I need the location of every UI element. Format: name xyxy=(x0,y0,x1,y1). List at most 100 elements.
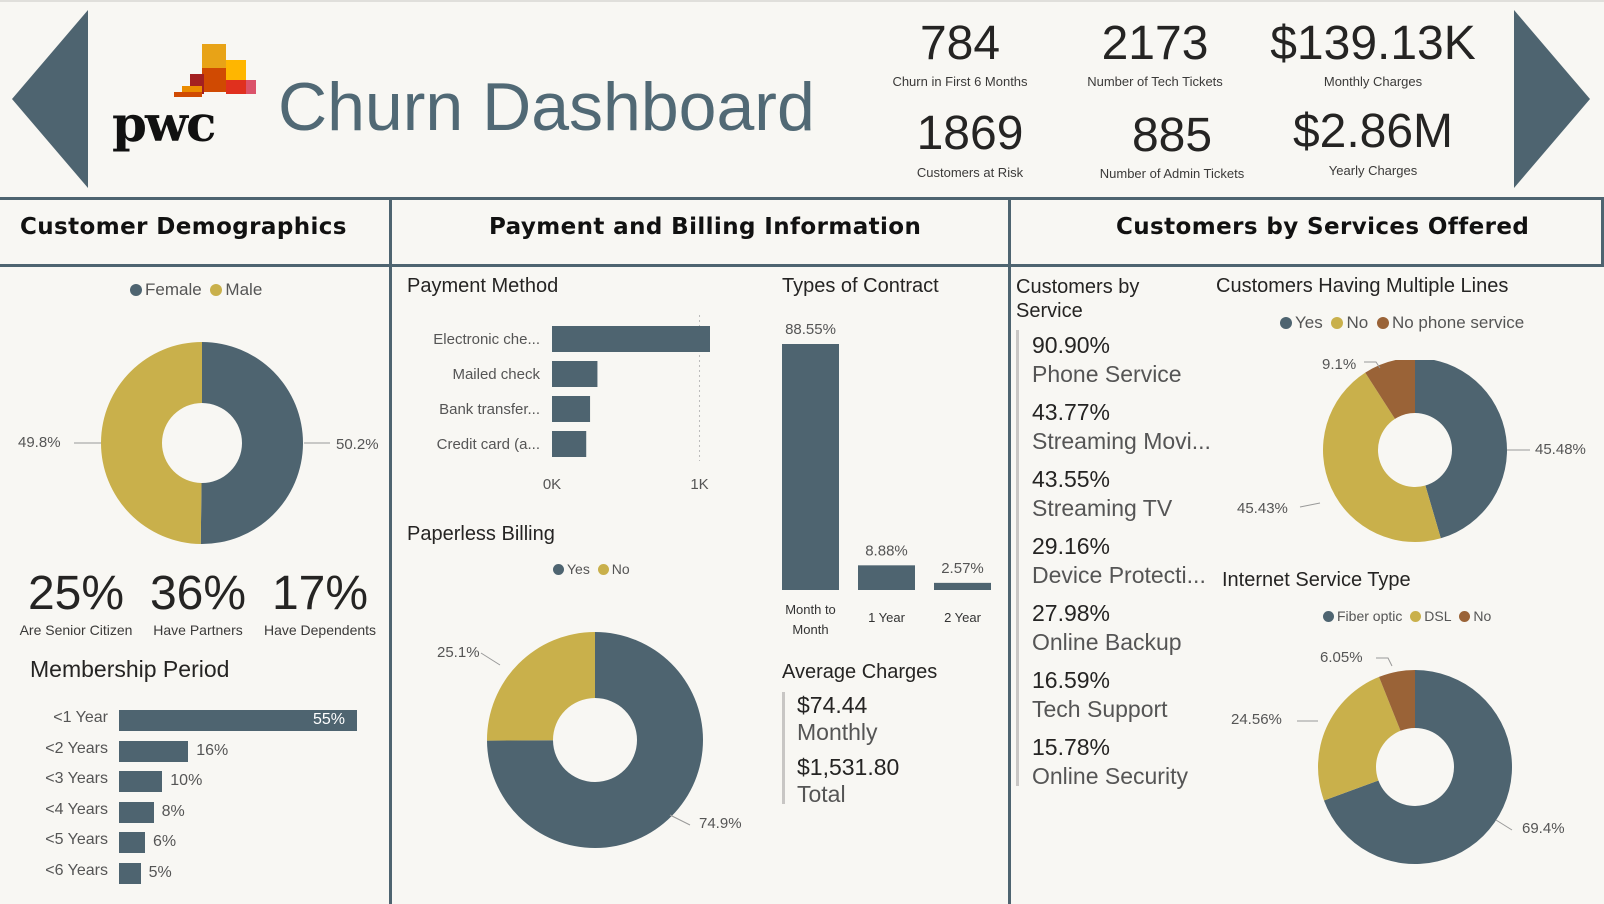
avg-total-value: $1,531.80 xyxy=(797,754,900,780)
membership-category-label: <6 Years xyxy=(45,861,108,879)
average-charges-card-accent xyxy=(782,692,785,804)
payment-bar[interactable] xyxy=(552,396,591,422)
internet-dsl-pct-label: 24.56% xyxy=(1231,711,1282,728)
section-title-demographics: Customer Demographics xyxy=(20,214,347,240)
kpi-label: Customers at Risk xyxy=(916,165,1024,180)
multiple-lines-donut-chart[interactable] xyxy=(1240,360,1540,560)
payment-method-title: Payment Method xyxy=(407,275,559,297)
contract-category-label: Month xyxy=(792,622,828,637)
membership-bar-value-label: 16% xyxy=(196,741,229,759)
donut-slice-no[interactable] xyxy=(1323,372,1441,542)
payment-bar[interactable] xyxy=(552,431,587,457)
average-charges-title: Average Charges xyxy=(782,661,938,683)
membership-bar[interactable] xyxy=(119,862,141,884)
senior-citizen-pct: 25% xyxy=(27,567,125,620)
membership-bar[interactable] xyxy=(119,832,145,853)
legend-item[interactable]: Fiber optic xyxy=(1323,608,1402,624)
legend-item[interactable]: No xyxy=(1331,313,1368,332)
payment-category-label: Electronic che... xyxy=(433,331,540,348)
contract-value-label: 2.57% xyxy=(941,560,984,577)
membership-bar-value-label: 55% xyxy=(313,711,346,728)
contract-types-chart[interactable]: 88.55% Month to Month 8.88% 1 Year 2.57% 2 Yea… xyxy=(770,310,1005,640)
contract-bar[interactable] xyxy=(934,582,991,590)
internet-fiber-pct-label: 69.4% xyxy=(1522,820,1565,837)
kpi-label: Number of Tech Tickets xyxy=(1087,74,1223,89)
payment-method-chart[interactable]: Electronic che... Mailed check Bank transf… xyxy=(400,315,720,495)
section-title-services: Customers by Services Offered xyxy=(1116,214,1530,240)
donut-slice-male[interactable] xyxy=(100,342,202,544)
membership-category-label: <2 Years xyxy=(45,739,108,757)
service-label: Phone Service xyxy=(1032,361,1182,387)
contract-category-label: Month to xyxy=(785,602,836,617)
page-title: Churn Dashboard xyxy=(278,69,815,145)
payment-bar[interactable] xyxy=(552,361,598,387)
paperless-billing-title: Paperless Billing xyxy=(407,523,555,545)
contract-bar[interactable] xyxy=(858,565,915,590)
services-card-accent xyxy=(1016,330,1019,786)
donut-slice-dsl[interactable] xyxy=(1318,676,1401,801)
internet-service-title: Internet Service Type xyxy=(1222,569,1411,591)
leader-line xyxy=(1495,819,1513,831)
legend-item[interactable]: Female xyxy=(130,280,202,299)
donut-slice-no[interactable] xyxy=(487,632,595,741)
service-label: Tech Support xyxy=(1032,696,1168,722)
legend-item[interactable]: DSL xyxy=(1410,608,1451,624)
header-divider xyxy=(0,197,1604,200)
internet-no-pct-label: 6.05% xyxy=(1320,649,1363,666)
legend-item[interactable]: Yes xyxy=(1280,313,1323,332)
membership-bar[interactable] xyxy=(119,740,189,762)
membership-period-chart: <1 Year 55% <2 Years 16% <3 Years 10% <4 Years… xyxy=(0,700,389,900)
donut-slice-yes[interactable] xyxy=(487,632,703,848)
membership-category-label: <4 Years xyxy=(45,800,108,818)
donut-slice-no-phone-service[interactable] xyxy=(1365,360,1415,419)
service-pct: 27.98% xyxy=(1032,600,1111,626)
paperless-legend: Yes No xyxy=(553,561,634,577)
partners-label: Have Partners xyxy=(153,622,243,638)
internet-service-donut-chart[interactable] xyxy=(1240,650,1540,870)
kpi-label: Number of Admin Tickets xyxy=(1099,166,1245,181)
donut-slice-no[interactable] xyxy=(1379,670,1415,731)
gender-legend: Female Male xyxy=(130,280,266,300)
service-label: Streaming TV xyxy=(1032,495,1173,521)
gender-male-pct-label: 49.8% xyxy=(18,434,61,451)
donut-slice-female[interactable] xyxy=(200,342,303,544)
leader-line xyxy=(1299,502,1321,508)
service-label: Online Backup xyxy=(1032,629,1182,655)
legend-item[interactable]: No xyxy=(1459,608,1491,624)
senior-citizen-label: Are Senior Citizen xyxy=(19,622,133,638)
legend-item[interactable]: Yes xyxy=(553,561,590,577)
service-pct: 90.90% xyxy=(1032,332,1111,358)
contract-category-label: 2 Year xyxy=(944,610,982,625)
paperless-billing-donut-chart[interactable] xyxy=(390,620,790,860)
contract-bar[interactable] xyxy=(782,344,839,590)
membership-category-label: <5 Years xyxy=(45,831,108,848)
lines-np-pct-label: 9.1% xyxy=(1322,356,1357,373)
legend-item[interactable]: No xyxy=(597,561,630,577)
kpi-label: Churn in First 6 Months xyxy=(892,74,1028,89)
legend-item[interactable]: Male xyxy=(210,280,262,299)
membership-bar[interactable] xyxy=(119,771,163,792)
avg-total-label: Total xyxy=(797,781,846,807)
kpi-value: 885 xyxy=(1131,109,1213,162)
donut-slice-yes[interactable] xyxy=(1415,360,1507,539)
gender-donut-chart[interactable] xyxy=(0,330,389,550)
prev-page-arrow-icon[interactable] xyxy=(12,10,90,190)
next-page-arrow-icon[interactable] xyxy=(1514,10,1592,190)
kpi-label: Yearly Charges xyxy=(1328,163,1418,178)
legend-item[interactable]: No phone service xyxy=(1376,313,1524,332)
donut-slice-fiber-optic[interactable] xyxy=(1323,670,1512,864)
payment-category-label: Credit card (a... xyxy=(437,436,540,453)
top-border xyxy=(0,0,1604,2)
service-pct: 15.78% xyxy=(1032,734,1111,760)
contract-types-title: Types of Contract xyxy=(782,275,939,297)
membership-bar[interactable] xyxy=(119,710,357,731)
membership-bar[interactable] xyxy=(119,801,154,823)
service-label: Online Security xyxy=(1032,763,1188,789)
contract-value-label: 88.55% xyxy=(785,321,836,338)
leader-line xyxy=(1376,657,1393,667)
kpi-value: $2.86M xyxy=(1292,105,1454,158)
service-label: Streaming Movi... xyxy=(1032,428,1211,454)
payment-bar[interactable] xyxy=(552,326,710,352)
column-divider xyxy=(1008,197,1011,904)
gender-female-pct-label: 50.2% xyxy=(336,436,379,453)
